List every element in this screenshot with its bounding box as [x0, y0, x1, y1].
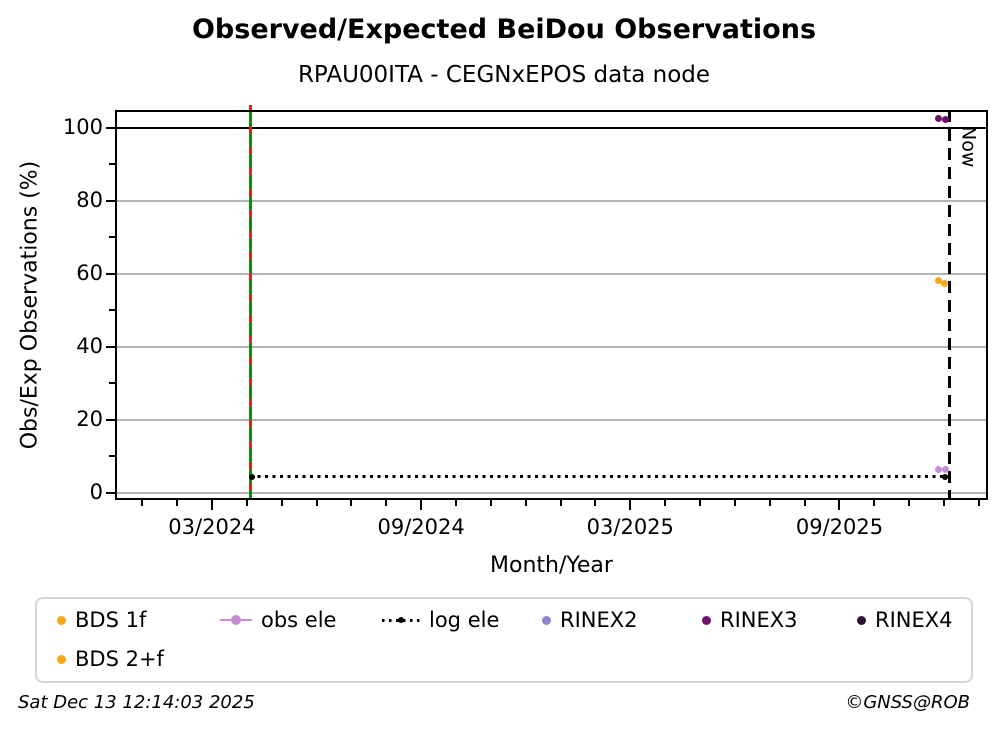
- x-major-tick: [420, 500, 423, 510]
- x-minor-tick: [176, 500, 179, 506]
- legend-item-log-ele: log ele: [382, 607, 499, 633]
- x-minor-tick: [454, 500, 457, 506]
- x-minor-tick: [350, 500, 353, 506]
- y-tick-label: 0: [89, 479, 103, 504]
- legend-label: BDS 1f: [75, 608, 147, 632]
- x-minor-tick: [943, 500, 946, 506]
- legend-label: RINEX2: [560, 608, 638, 632]
- y-major-tick: [106, 418, 115, 421]
- x-major-tick: [629, 500, 632, 510]
- x-minor-tick: [594, 500, 597, 506]
- y-tick-label: 40: [76, 333, 103, 358]
- y-major-tick: [106, 345, 115, 348]
- y-tick-label: 100: [62, 114, 103, 139]
- x-minor-tick: [559, 500, 562, 506]
- x-minor-tick: [873, 500, 876, 506]
- point-bds-1f: [935, 277, 943, 285]
- x-minor-tick: [768, 500, 771, 506]
- y-major-tick: [106, 491, 115, 494]
- bds-2-f-marker-icon: [57, 654, 66, 664]
- chart-subtitle: RPAU00ITA - CEGNxEPOS data node: [297, 62, 711, 88]
- x-minor-tick: [524, 500, 527, 506]
- station-start-line: [248, 105, 252, 500]
- x-tick-label: 09/2025: [795, 515, 884, 539]
- x-tick-label: 03/2025: [586, 515, 674, 539]
- point-obs-ele: [942, 465, 950, 473]
- legend-item-rinex3: RINEX3: [702, 607, 798, 633]
- y-gridline: [115, 272, 988, 275]
- legend: BDS 1f obs ele log ele RINEX2 RINEX3 RINEX4 BD…: [35, 597, 973, 683]
- legend-label: log ele: [429, 608, 500, 632]
- x-minor-tick: [489, 500, 492, 506]
- y-minor-tick: [109, 455, 115, 458]
- x-tick-label: 09/2024: [377, 515, 465, 539]
- log-ele-start-marker: [249, 473, 256, 480]
- x-minor-tick: [977, 500, 980, 506]
- x-minor-tick: [280, 500, 283, 506]
- rinex4-marker-icon: [857, 615, 866, 625]
- y-gridline: [115, 418, 988, 421]
- footer-credit: ©GNSS@ROB: [845, 692, 970, 713]
- x-minor-tick: [908, 500, 911, 506]
- legend-item-rinex2: RINEX2: [542, 607, 638, 633]
- y-tick-label: 80: [76, 187, 103, 212]
- y-tick-label: 20: [76, 406, 103, 431]
- x-tick-label: 03/2024: [168, 515, 256, 539]
- y-gridline: [115, 199, 988, 202]
- y-minor-tick: [109, 309, 115, 312]
- y-major-tick: [106, 272, 115, 275]
- rinex3-marker-icon: [702, 615, 711, 625]
- legend-label: obs ele: [261, 608, 337, 632]
- legend-item-bds-2-f: BDS 2+f: [57, 646, 164, 672]
- legend-item-obs-ele: obs ele: [220, 607, 336, 633]
- legend-label: BDS 2+f: [75, 647, 164, 671]
- x-minor-tick: [315, 500, 318, 506]
- bds-1f-marker-icon: [57, 615, 66, 625]
- y-minor-tick: [109, 382, 115, 385]
- footer-timestamp: Sat Dec 13 12:14:03 2025: [18, 692, 255, 713]
- log-ele-end-marker: [942, 473, 949, 480]
- y-major-tick: [106, 126, 115, 129]
- x-minor-tick: [803, 500, 806, 506]
- chart-title: Observed/Expected BeiDou Observations: [191, 14, 817, 45]
- hundred-percent-line: [115, 126, 988, 130]
- legend-label: RINEX3: [720, 608, 798, 632]
- now-line: [947, 110, 951, 500]
- log-ele-marker-icon: [382, 616, 420, 624]
- y-gridline: [115, 345, 988, 348]
- point-obs-ele: [935, 465, 943, 473]
- now-label: Now: [957, 126, 980, 168]
- obs-ele-marker-icon: [220, 615, 252, 625]
- x-minor-tick: [733, 500, 736, 506]
- x-axis-label: Month/Year: [490, 553, 613, 578]
- x-minor-tick: [245, 500, 248, 506]
- x-minor-tick: [141, 500, 144, 506]
- y-minor-tick: [109, 163, 115, 166]
- x-minor-tick: [664, 500, 667, 506]
- y-axis-label-text: Obs/Exp Observations (%): [17, 160, 43, 450]
- point-rinex3: [935, 115, 943, 123]
- legend-label: RINEX4: [875, 608, 953, 632]
- y-gridline: [115, 491, 988, 494]
- x-minor-tick: [699, 500, 702, 506]
- x-major-tick: [838, 500, 841, 510]
- log-ele-line: [250, 475, 950, 479]
- legend-item-bds-1f: BDS 1f: [57, 607, 146, 633]
- point-bds-2-f: [940, 280, 948, 288]
- rinex2-marker-icon: [542, 615, 551, 625]
- y-tick-label: 60: [76, 260, 103, 285]
- x-major-tick: [210, 500, 213, 510]
- legend-item-rinex4: RINEX4: [857, 607, 953, 633]
- y-major-tick: [106, 199, 115, 202]
- point-rinex3: [942, 115, 950, 123]
- y-minor-tick: [109, 236, 115, 239]
- x-minor-tick: [385, 500, 388, 506]
